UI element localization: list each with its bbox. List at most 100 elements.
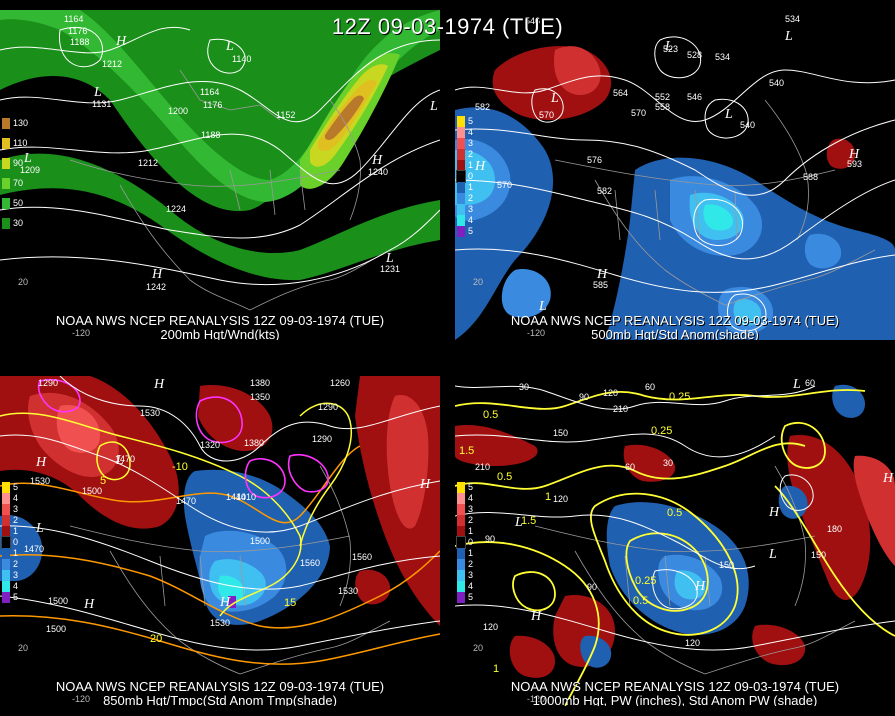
legend-swatch [2, 198, 10, 209]
pressure-center: H [694, 579, 706, 594]
legend-label: 5 [468, 226, 474, 236]
legend-swatch [457, 515, 465, 526]
legend-swatch [2, 158, 10, 169]
contour-label: 558 [655, 102, 670, 112]
contour-label: 1290 [312, 434, 332, 444]
pressure-center: L [23, 151, 32, 166]
contour-label: 1530 [210, 618, 230, 628]
legend-label: 3 [13, 504, 19, 514]
legend-label: 5 [468, 592, 474, 602]
contour-label: 523 [663, 44, 678, 54]
contour-label: 1188 [201, 130, 220, 140]
legend-swatch [2, 570, 10, 581]
legend-label: 0 [468, 171, 474, 181]
contour-label: 1500 [250, 536, 270, 546]
pressure-center: L [724, 107, 733, 122]
contour-label: 150 [719, 560, 734, 570]
legend-swatch [456, 536, 466, 549]
contour-label: 582 [597, 186, 612, 196]
legend-label: 0 [468, 537, 474, 547]
legend-label: 2 [468, 149, 474, 159]
legend-label: 1 [468, 182, 474, 192]
contour-label: 570 [631, 108, 646, 118]
contour-label: 528 [687, 50, 702, 60]
contour-label: 593 [847, 159, 862, 169]
pressure-center: H [115, 34, 127, 49]
panel-200mb-caption-line1: NOAA NWS NCEP REANALYSIS 12Z 09-03-1974 … [55, 313, 385, 328]
legend-label: 1 [13, 548, 19, 558]
pw-label: 1 [545, 491, 551, 503]
contour-label: 1380 [250, 378, 270, 388]
contour-label: 1224 [166, 204, 186, 214]
pressure-center: L [514, 515, 523, 530]
contour-label: 1260 [330, 378, 350, 388]
lon-label: -120 [527, 694, 545, 704]
contour-label: 1231 [380, 264, 400, 274]
pressure-center: L [768, 547, 777, 562]
contour-label: 1212 [138, 158, 158, 168]
contour-label: 90 [579, 392, 589, 402]
legend-swatch [457, 127, 465, 138]
legend-label: 1 [13, 526, 19, 536]
panel-500mb-pressure-centers: L L L L H L H H [474, 29, 860, 314]
legend-label: 5 [13, 482, 19, 492]
contour-label: 1240 [368, 167, 388, 177]
lon-label: -120 [72, 694, 90, 704]
legend-label: 5 [468, 116, 474, 126]
legend-swatch [457, 226, 465, 237]
legend-swatch [2, 581, 10, 592]
contour-label: 570 [497, 180, 512, 190]
temp-label: 5 [100, 475, 106, 487]
panel-200mb-caption-line2: 200mb Hgt/Wnd(kts) [160, 327, 280, 341]
panel-1000mb-contour-labels: 30 90 120 60 210 150 60 30 210 120 180 1… [475, 378, 842, 648]
contour-label: 582 [475, 102, 490, 112]
pressure-center: H [371, 153, 383, 168]
pressure-center: H [83, 597, 95, 612]
legend-label: 1 [468, 160, 474, 170]
pressure-center: H [768, 505, 780, 520]
legend-label: 4 [468, 215, 474, 225]
contour-label: 1470 [24, 544, 44, 554]
temp-label: -10 [172, 461, 188, 473]
legend-swatch [2, 218, 10, 229]
legend-swatch [457, 526, 465, 537]
legend-label: 30 [13, 218, 24, 228]
legend-swatch [457, 138, 465, 149]
pressure-center: L [538, 299, 547, 314]
contour-label: 1164 [200, 87, 219, 97]
pw-label: 1.5 [459, 445, 474, 457]
pw-label: 0.25 [651, 425, 672, 437]
legend-label: 110 [13, 138, 28, 148]
pressure-center: H [151, 267, 163, 282]
contour-label: 1560 [352, 552, 372, 562]
legend-swatch [2, 482, 10, 493]
legend-swatch [457, 482, 465, 493]
panel-200mb: 1164 1176 1188 1140 1212 1131 1200 1176 … [0, 10, 440, 340]
temp-label: 20 [150, 633, 162, 645]
panel-500mb-caption-line2: 500mb Hgt/Std Anom(shade) [591, 327, 759, 341]
panel-1000mb-caption-line2: 1000mb Hgt, PW (inches), Std Anom PW (sh… [532, 693, 818, 707]
contour-label: 576 [587, 155, 602, 165]
panel-500mb-contour-labels: 546 534 523 528 534 570 564 552 546 540 … [475, 14, 862, 290]
contour-label: 540 [769, 78, 784, 88]
contour-label: 90 [587, 582, 597, 592]
panel-1000mb-pw-labels: 0.5 0.25 1.5 0.5 0.25 1 0.5 1.5 0.25 0.5… [459, 391, 690, 675]
panel-200mb-pressure-centers: H L L L L H L H [23, 34, 438, 282]
legend-swatch [457, 570, 465, 581]
contour-label: 570 [539, 110, 554, 120]
pw-label: 0.25 [669, 391, 690, 403]
contour-label: 1500 [46, 624, 66, 634]
contour-label: 1530 [338, 586, 358, 596]
main-title: 12Z 09-03-1974 (TUE) [331, 14, 564, 39]
contour-label: 1212 [102, 59, 122, 69]
legend-swatch [2, 138, 10, 149]
panel-850mb-map: 1290 1380 1260 1350 1290 1530 1320 1380 … [0, 376, 440, 704]
legend-label: 1 [468, 548, 474, 558]
legend-label: 4 [468, 127, 474, 137]
legend-swatch [2, 118, 10, 129]
legend-label: 2 [468, 515, 474, 525]
panel-850mb-pressure-centers: H L H L H H H [35, 377, 431, 612]
contour-label: 546 [687, 92, 702, 102]
contour-label: 552 [655, 92, 670, 102]
